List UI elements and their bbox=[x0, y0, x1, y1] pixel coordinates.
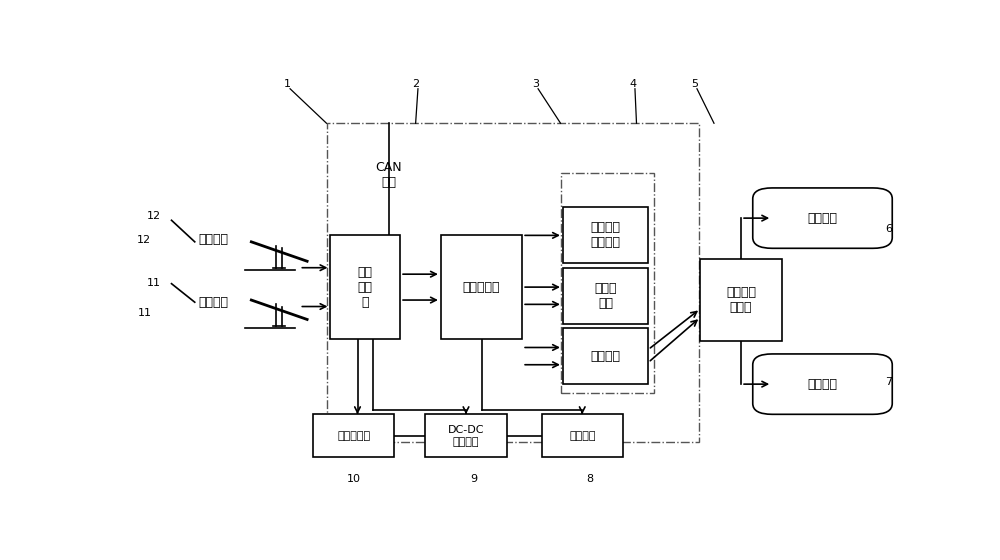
FancyBboxPatch shape bbox=[542, 414, 623, 458]
Text: DC-DC
变换模块: DC-DC 变换模块 bbox=[448, 425, 484, 447]
Text: 12: 12 bbox=[137, 235, 151, 245]
Text: 行驶机构: 行驶机构 bbox=[808, 212, 838, 225]
Text: 低压蓄电池: 低压蓄电池 bbox=[337, 431, 370, 441]
Text: 3: 3 bbox=[532, 80, 539, 90]
FancyBboxPatch shape bbox=[753, 188, 892, 248]
FancyBboxPatch shape bbox=[563, 328, 648, 384]
Text: 10: 10 bbox=[347, 474, 361, 484]
Text: 6: 6 bbox=[885, 224, 892, 234]
Text: 1: 1 bbox=[284, 80, 291, 90]
FancyBboxPatch shape bbox=[563, 207, 648, 263]
Text: 5: 5 bbox=[691, 80, 698, 90]
Text: 11: 11 bbox=[137, 308, 151, 318]
FancyBboxPatch shape bbox=[425, 414, 507, 458]
Text: 整车
控制
器: 整车 控制 器 bbox=[358, 265, 373, 309]
FancyBboxPatch shape bbox=[753, 354, 892, 414]
FancyBboxPatch shape bbox=[563, 268, 648, 324]
FancyBboxPatch shape bbox=[700, 259, 782, 341]
Text: 加速踏板: 加速踏板 bbox=[199, 296, 229, 309]
Text: 位置传
感器: 位置传 感器 bbox=[594, 282, 617, 310]
FancyBboxPatch shape bbox=[441, 235, 522, 339]
Text: 9: 9 bbox=[470, 474, 477, 484]
Text: 12: 12 bbox=[147, 211, 161, 221]
FancyBboxPatch shape bbox=[330, 235, 400, 339]
Text: 减速器和
差速器: 减速器和 差速器 bbox=[726, 286, 756, 314]
Text: 制动踏板: 制动踏板 bbox=[199, 233, 229, 246]
Text: CAN
总线: CAN 总线 bbox=[375, 161, 402, 189]
Text: 行驶机构: 行驶机构 bbox=[808, 377, 838, 391]
Text: 11: 11 bbox=[147, 278, 161, 288]
Text: 4: 4 bbox=[629, 80, 636, 90]
Text: 电机控制器: 电机控制器 bbox=[463, 281, 500, 293]
FancyBboxPatch shape bbox=[313, 414, 394, 458]
Text: 分裂绕组
切换开关: 分裂绕组 切换开关 bbox=[590, 221, 620, 249]
Text: 2: 2 bbox=[412, 80, 419, 90]
Text: 7: 7 bbox=[885, 377, 892, 387]
Text: 驱动电机: 驱动电机 bbox=[590, 349, 620, 363]
Text: 动力电池: 动力电池 bbox=[569, 431, 596, 441]
Text: 8: 8 bbox=[586, 474, 594, 484]
